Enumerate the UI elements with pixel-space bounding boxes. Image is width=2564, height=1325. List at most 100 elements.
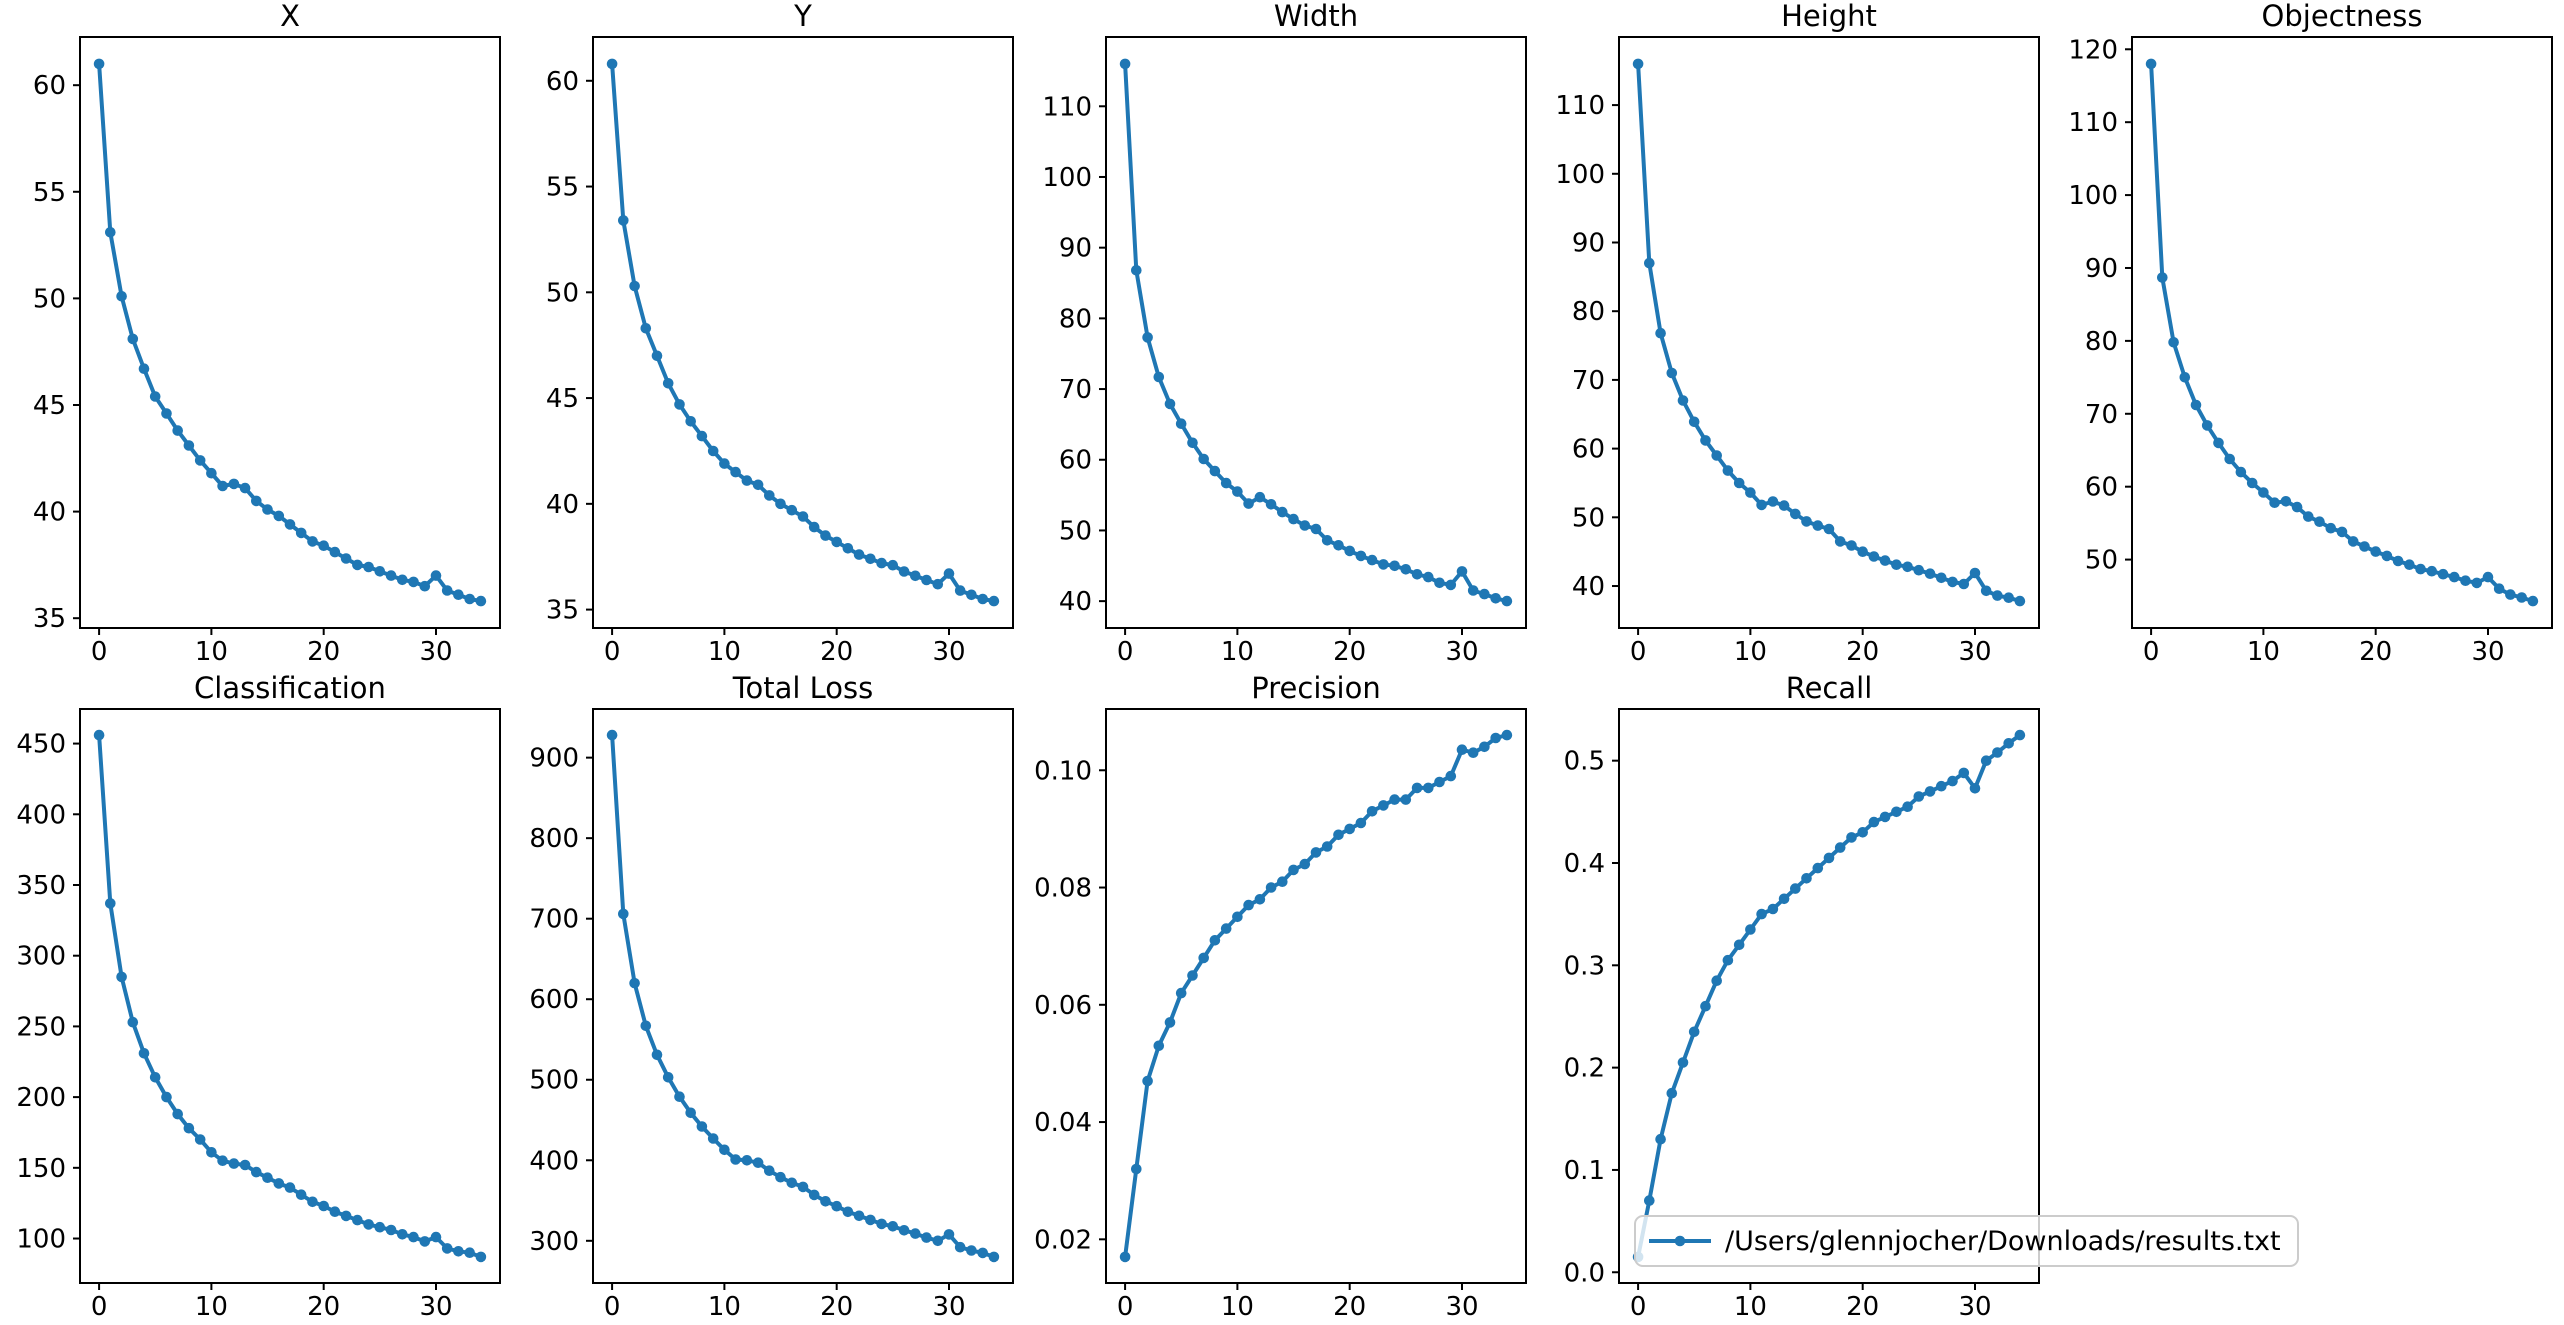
data-point [206,467,217,479]
data-point [441,1243,453,1254]
data-point [1445,579,1457,591]
data-point [1277,506,1288,518]
data-point [1400,564,1412,575]
data-point [1355,550,1367,562]
data-point [1733,477,1745,489]
data-point [2415,563,2426,575]
data-point [363,561,374,573]
data-point [239,482,251,494]
axes-spines [1618,708,2040,1284]
data-point [453,1246,464,1257]
data-point [307,1196,318,1208]
data-point [1868,551,1880,562]
x-tick-label: 0 [1117,1292,1134,1322]
data-point [606,58,618,70]
data-point [2303,511,2314,522]
y-tick-label: 300 [16,942,66,972]
y-tick-label: 40 [546,490,579,520]
x-tick-label: 30 [2471,637,2504,667]
data-point [1778,893,1790,905]
data-point [1434,776,1445,788]
legend-marker-icon [1674,1235,1686,1247]
data-point [161,1091,172,1103]
data-point [1456,744,1468,755]
legend: /Users/glennjocher/Downloads/results.txt [1634,1215,2299,1267]
data-point [752,1157,764,1168]
data-point [1666,1087,1678,1099]
subplot-precision: 0.02 0.04 0.06 0.08 0.10 0 10 20 30 Precision [1034,671,1527,1322]
data-point [752,479,764,491]
data-point [1902,561,1913,573]
data-point [2014,595,2026,607]
data-point [1756,908,1767,920]
y-tick-label: 45 [33,391,66,421]
data-point [865,1214,876,1226]
subplot-x: 35 40 45 50 55 60 0 10 20 30 X [33,0,501,667]
y-tick-label: 700 [529,905,579,935]
y-tick-label: 50 [2085,546,2118,576]
data-point [194,1134,206,1145]
x-tick-label: 20 [2359,637,2392,667]
data-point [2437,568,2449,580]
data-point [808,521,820,533]
data-point [363,1219,374,1230]
data-point [1265,499,1277,510]
data-point [966,1245,977,1256]
x-tick-label: 20 [1333,637,1366,667]
y-tick-label: 70 [1059,375,1092,405]
data-point [1187,437,1198,449]
data-point [910,1228,921,1239]
data-point [1119,1251,1131,1263]
y-tick-label: 80 [1059,304,1092,334]
y-tick-label: 250 [16,1012,66,1042]
x-tick-label: 10 [708,1292,741,1322]
data-point [1958,767,1970,779]
data-point [172,1108,183,1120]
data-point [1891,806,1902,818]
data-point [374,1221,386,1233]
data-point [1857,827,1868,838]
data-point [273,1178,285,1189]
data-point [1479,588,1490,600]
y-tick-label: 350 [16,871,66,901]
data-point [2505,589,2516,600]
data-point [640,323,652,334]
axes-spines [1105,708,1527,1284]
data-point [2246,477,2258,489]
data-point [741,475,753,486]
data-point [340,1210,352,1222]
data-point [685,1107,696,1119]
data-point [730,466,741,478]
data-point [2201,420,2213,431]
y-tick-label: 50 [1572,503,1605,533]
data-point [441,585,453,596]
data-point [1142,332,1153,343]
data-point [640,1020,652,1032]
legend-label: /Users/glennjocher/Downloads/results.txt [1725,1226,2281,1257]
data-point [105,898,116,909]
data-point [775,1171,786,1183]
data-point [2359,541,2370,552]
data-point [2168,337,2179,348]
data-point [1823,523,1835,535]
x-tick-label: 0 [2143,637,2160,667]
data-point [1434,577,1445,589]
data-point [262,1172,273,1183]
subplot-width: 40 50 60 70 80 90 100 110 0 10 20 30 Width [1042,0,1527,667]
data-point [1209,465,1221,477]
data-point [1209,935,1221,946]
x-tick-label: 10 [708,637,741,667]
data-point [618,908,629,920]
y-tick-label: 90 [1572,228,1605,258]
y-tick-label: 60 [33,71,66,101]
y-tick-label: 60 [1059,446,1092,476]
data-point [921,574,932,586]
data-point [1389,560,1400,572]
legend-frame [1634,1215,2299,1267]
y-tick-label: 110 [1555,91,1605,121]
x-tick-label: 10 [1734,1292,1767,1322]
data-point [250,495,262,507]
y-tick-label: 40 [1059,587,1092,617]
